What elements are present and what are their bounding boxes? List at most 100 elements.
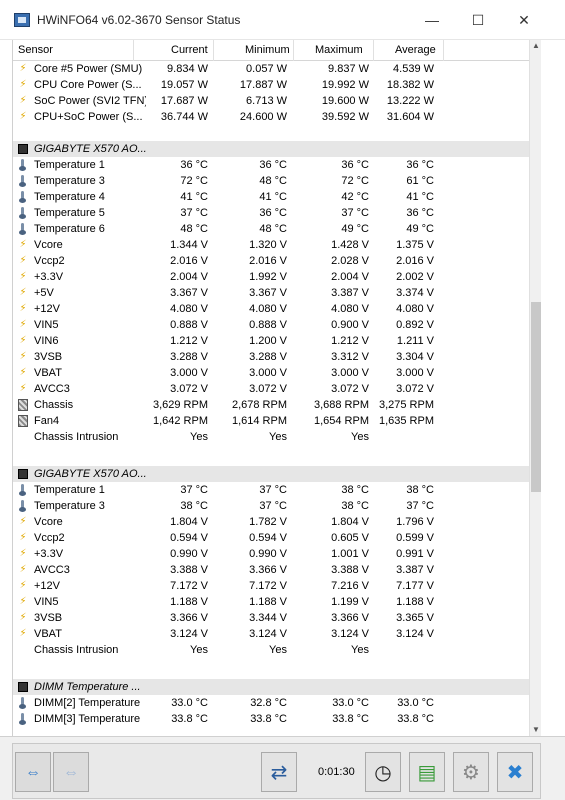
sensor-row[interactable]: Temperature 1 36 °C 36 °C 36 °C 36 °C — [13, 157, 529, 173]
sensor-name: CPU Core Power (S... — [34, 79, 142, 91]
sensor-row[interactable]: Temperature 3 38 °C 37 °C 38 °C 37 °C — [13, 498, 529, 514]
sensor-row[interactable]: Temperature 1 37 °C 37 °C 38 °C 38 °C — [13, 482, 529, 498]
sensor-row[interactable]: ⚡ +5V 3.367 V 3.367 V 3.387 V 3.374 V — [13, 285, 529, 301]
scroll-down-icon[interactable]: ▼ — [532, 725, 540, 734]
toolbar-frame: ⇔ ⇔ ⇄ 0:01:30 ◷ ▤ ⚙ ✖ — [12, 743, 541, 799]
sensor-row[interactable]: ⚡ VIN5 1.188 V 1.188 V 1.199 V 1.188 V — [13, 594, 529, 610]
current-value: 7.172 V — [170, 580, 208, 592]
sensor-row[interactable]: DIMM[2] Temperature 33.0 °C 32.8 °C 33.0 °C… — [13, 695, 529, 711]
sensor-row[interactable]: ⚡ VBAT 3.124 V 3.124 V 3.124 V 3.124 V — [13, 626, 529, 642]
group-header[interactable]: GIGABYTE X570 AO... — [13, 466, 529, 482]
sensor-row[interactable]: ⚡ 3VSB 3.366 V 3.344 V 3.366 V 3.365 V — [13, 610, 529, 626]
current-value: 41 °C — [180, 191, 208, 203]
sensor-name: +3.3V — [34, 548, 64, 560]
close-window-button[interactable]: ✕ — [518, 12, 530, 28]
sensor-row[interactable]: ⚡ +3.3V 0.990 V 0.990 V 1.001 V 0.991 V — [13, 546, 529, 562]
group-header[interactable]: DIMM Temperature ... — [13, 679, 529, 695]
maximum-value: 1,654 RPM — [313, 415, 369, 427]
sensor-row[interactable]: ⚡ +12V 7.172 V 7.172 V 7.216 V 7.177 V — [13, 578, 529, 594]
current-value: 0.888 V — [170, 319, 208, 331]
maximum-value: 39.592 W — [321, 111, 369, 123]
sensor-row[interactable]: Temperature 5 37 °C 36 °C 37 °C 36 °C — [13, 205, 529, 221]
minimum-value: 2,678 RPM — [231, 399, 287, 411]
sensor-row[interactable]: ⚡ Vccp2 2.016 V 2.016 V 2.028 V 2.016 V — [13, 253, 529, 269]
col-sensor[interactable]: Sensor — [18, 44, 53, 56]
sensor-row[interactable]: ⚡ +3.3V 2.004 V 1.992 V 2.004 V 2.002 V — [13, 269, 529, 285]
sensor-row[interactable]: Chassis Intrusion Yes Yes Yes — [13, 642, 529, 658]
scroll-thumb[interactable] — [531, 302, 541, 492]
navigate-arrows-alt-button[interactable]: ⇔ — [53, 752, 89, 792]
window-title: HWiNFO64 v6.02-3670 Sensor Status — [37, 13, 241, 27]
sensor-row[interactable]: ⚡ VIN5 0.888 V 0.888 V 0.900 V 0.892 V — [13, 317, 529, 333]
current-value: 3.072 V — [170, 383, 208, 395]
sensor-name: VIN5 — [34, 596, 59, 608]
lightning-icon: ⚡ — [19, 612, 27, 623]
maximum-value: 19.992 W — [321, 79, 369, 91]
sensor-row[interactable]: ⚡ Vcore 1.344 V 1.320 V 1.428 V 1.375 V — [13, 237, 529, 253]
sensor-row[interactable]: Chassis 3,629 RPM 2,678 RPM 3,688 RPM 3,275 … — [13, 397, 529, 413]
sensor-name: DIMM[3] Temperature — [34, 713, 141, 725]
lightning-icon: ⚡ — [19, 287, 27, 298]
sensor-row[interactable]: ⚡ VBAT 3.000 V 3.000 V 3.000 V 3.000 V — [13, 365, 529, 381]
average-value: 38 °C — [406, 484, 434, 496]
sensor-row[interactable]: ⚡ Vccp2 0.594 V 0.594 V 0.605 V 0.599 V — [13, 530, 529, 546]
average-value: 3.124 V — [396, 628, 434, 640]
group-title: DIMM Temperature ... — [34, 681, 141, 693]
col-average[interactable]: Average — [395, 44, 436, 56]
sensor-row[interactable]: ⚡ Vcore 1.804 V 1.782 V 1.804 V 1.796 V — [13, 514, 529, 530]
sensor-row[interactable]: Fan4 1,642 RPM 1,614 RPM 1,654 RPM 1,635 RPM — [13, 413, 529, 429]
sensor-name: Core #5 Power (SMU) — [34, 63, 143, 75]
minimum-value: 0.888 V — [249, 319, 287, 331]
minimum-value: 6.713 W — [246, 95, 287, 107]
close-sensors-button[interactable]: ✖ — [497, 752, 533, 792]
current-value: 33.8 °C — [171, 713, 208, 725]
average-value: 13.222 W — [386, 95, 434, 107]
log-report-button[interactable]: ▤ — [409, 752, 445, 792]
sensor-row[interactable]: ⚡ CPU Core Power (S... 19.057 W 17.887 W 19.… — [13, 77, 529, 93]
settings-button[interactable]: ⚙ — [453, 752, 489, 792]
navigate-arrows-button[interactable]: ⇔ — [15, 752, 51, 792]
current-value: 38 °C — [180, 500, 208, 512]
sensor-row[interactable]: Chassis Intrusion Yes Yes Yes — [13, 429, 529, 445]
sensor-row[interactable]: Temperature 3 72 °C 48 °C 72 °C 61 °C — [13, 173, 529, 189]
minimize-button[interactable]: — — [425, 12, 439, 28]
sensor-name: Chassis Intrusion — [34, 644, 119, 656]
maximum-value: 2.028 V — [331, 255, 369, 267]
sensor-row[interactable]: ⚡ SoC Power (SVI2 TFN) 17.687 W 6.713 W 19.6… — [13, 93, 529, 109]
current-value: 1.344 V — [170, 239, 208, 251]
maximum-value: 19.600 W — [321, 95, 369, 107]
average-value: 2.002 V — [396, 271, 434, 283]
sensor-row[interactable]: Temperature 4 41 °C 41 °C 42 °C 41 °C — [13, 189, 529, 205]
sensor-name: +5V — [34, 287, 54, 299]
sensor-row[interactable]: DIMM[3] Temperature 33.8 °C 33.8 °C 33.8 °C… — [13, 711, 529, 727]
sensor-row[interactable]: ⚡ Core #5 Power (SMU) 9.834 W 0.057 W 9.837 … — [13, 61, 529, 77]
lightning-icon: ⚡ — [19, 63, 27, 74]
sensor-row[interactable]: Temperature 6 48 °C 48 °C 49 °C 49 °C — [13, 221, 529, 237]
scroll-up-icon[interactable]: ▲ — [532, 41, 540, 50]
sensor-row[interactable]: ⚡ +12V 4.080 V 4.080 V 4.080 V 4.080 V — [13, 301, 529, 317]
sensor-name: VIN5 — [34, 319, 59, 331]
col-maximum[interactable]: Maximum — [315, 44, 363, 56]
sensor-row[interactable]: ⚡ VIN6 1.212 V 1.200 V 1.212 V 1.211 V — [13, 333, 529, 349]
sensor-row[interactable]: ⚡ AVCC3 3.388 V 3.366 V 3.388 V 3.387 V — [13, 562, 529, 578]
sensor-table: Sensor Current Minimum Maximum Average ⚡… — [12, 40, 541, 736]
reset-clock-button[interactable]: ◷ — [365, 752, 401, 792]
minimum-value: 37 °C — [259, 484, 287, 496]
sensor-name: Vcore — [34, 516, 63, 528]
lightning-icon: ⚡ — [19, 351, 27, 362]
col-minimum[interactable]: Minimum — [245, 44, 290, 56]
average-value: 0.991 V — [396, 548, 434, 560]
col-current[interactable]: Current — [171, 44, 208, 56]
minimum-value: Yes — [269, 431, 287, 443]
maximum-value: 1.428 V — [331, 239, 369, 251]
sensor-name: 3VSB — [34, 351, 63, 363]
minimum-value: 48 °C — [259, 223, 287, 235]
sensor-row[interactable]: ⚡ CPU+SoC Power (S... 36.744 W 24.600 W 39.5… — [13, 109, 529, 125]
maximize-button[interactable]: ☐ — [471, 12, 485, 28]
network-button[interactable]: ⇄ — [261, 752, 297, 792]
sensor-row[interactable]: ⚡ 3VSB 3.288 V 3.288 V 3.312 V 3.304 V — [13, 349, 529, 365]
vertical-scrollbar[interactable]: ▲ ▼ — [529, 40, 541, 736]
average-value: 3.000 V — [396, 367, 434, 379]
group-header[interactable]: GIGABYTE X570 AO... — [13, 141, 529, 157]
sensor-row[interactable]: ⚡ AVCC3 3.072 V 3.072 V 3.072 V 3.072 V — [13, 381, 529, 397]
